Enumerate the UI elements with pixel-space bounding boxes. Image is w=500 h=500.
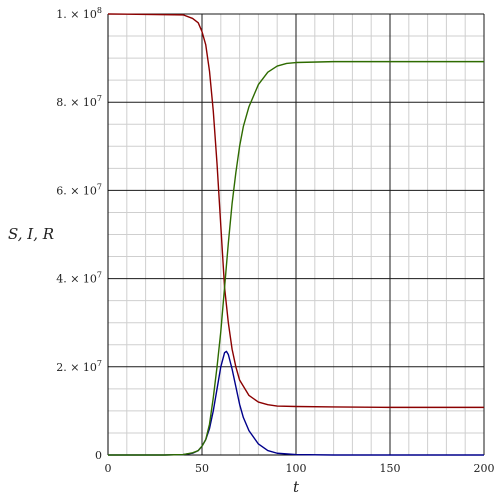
y-tick-label: 6. × 107 (56, 182, 102, 197)
tick-labels: 0 50 100 150 200 0 2. × 107 4. × 107 6. × 107 8. … (56, 6, 494, 475)
x-tick-label: 100 (286, 462, 307, 475)
x-tick-label: 0 (105, 462, 112, 475)
series-line-3 (108, 60, 484, 456)
y-tick-exponent: 7 (97, 94, 102, 103)
y-tick-label: 2. × 107 (56, 359, 102, 374)
y-tick-label: 1. × 108 (56, 6, 102, 21)
series-line-1 (107, 13, 484, 409)
x-tick-label: 150 (380, 462, 401, 475)
y-tick-exponent: 8 (97, 6, 102, 15)
y-tick-label: 0 (95, 449, 102, 462)
x-axis-label: t (293, 478, 300, 496)
grid (107, 13, 485, 456)
x-tick-label: 50 (195, 462, 209, 475)
series-group (107, 13, 484, 456)
y-axis-label: S, I, R (8, 225, 54, 243)
y-tick-exponent: 7 (97, 359, 102, 368)
y-tick-label: 8. × 107 (56, 94, 102, 109)
y-tick-exponent: 7 (97, 182, 102, 191)
y-tick-label: 4. × 107 (56, 271, 102, 286)
x-tick-label: 200 (474, 462, 495, 475)
y-tick-exponent: 7 (97, 271, 102, 280)
